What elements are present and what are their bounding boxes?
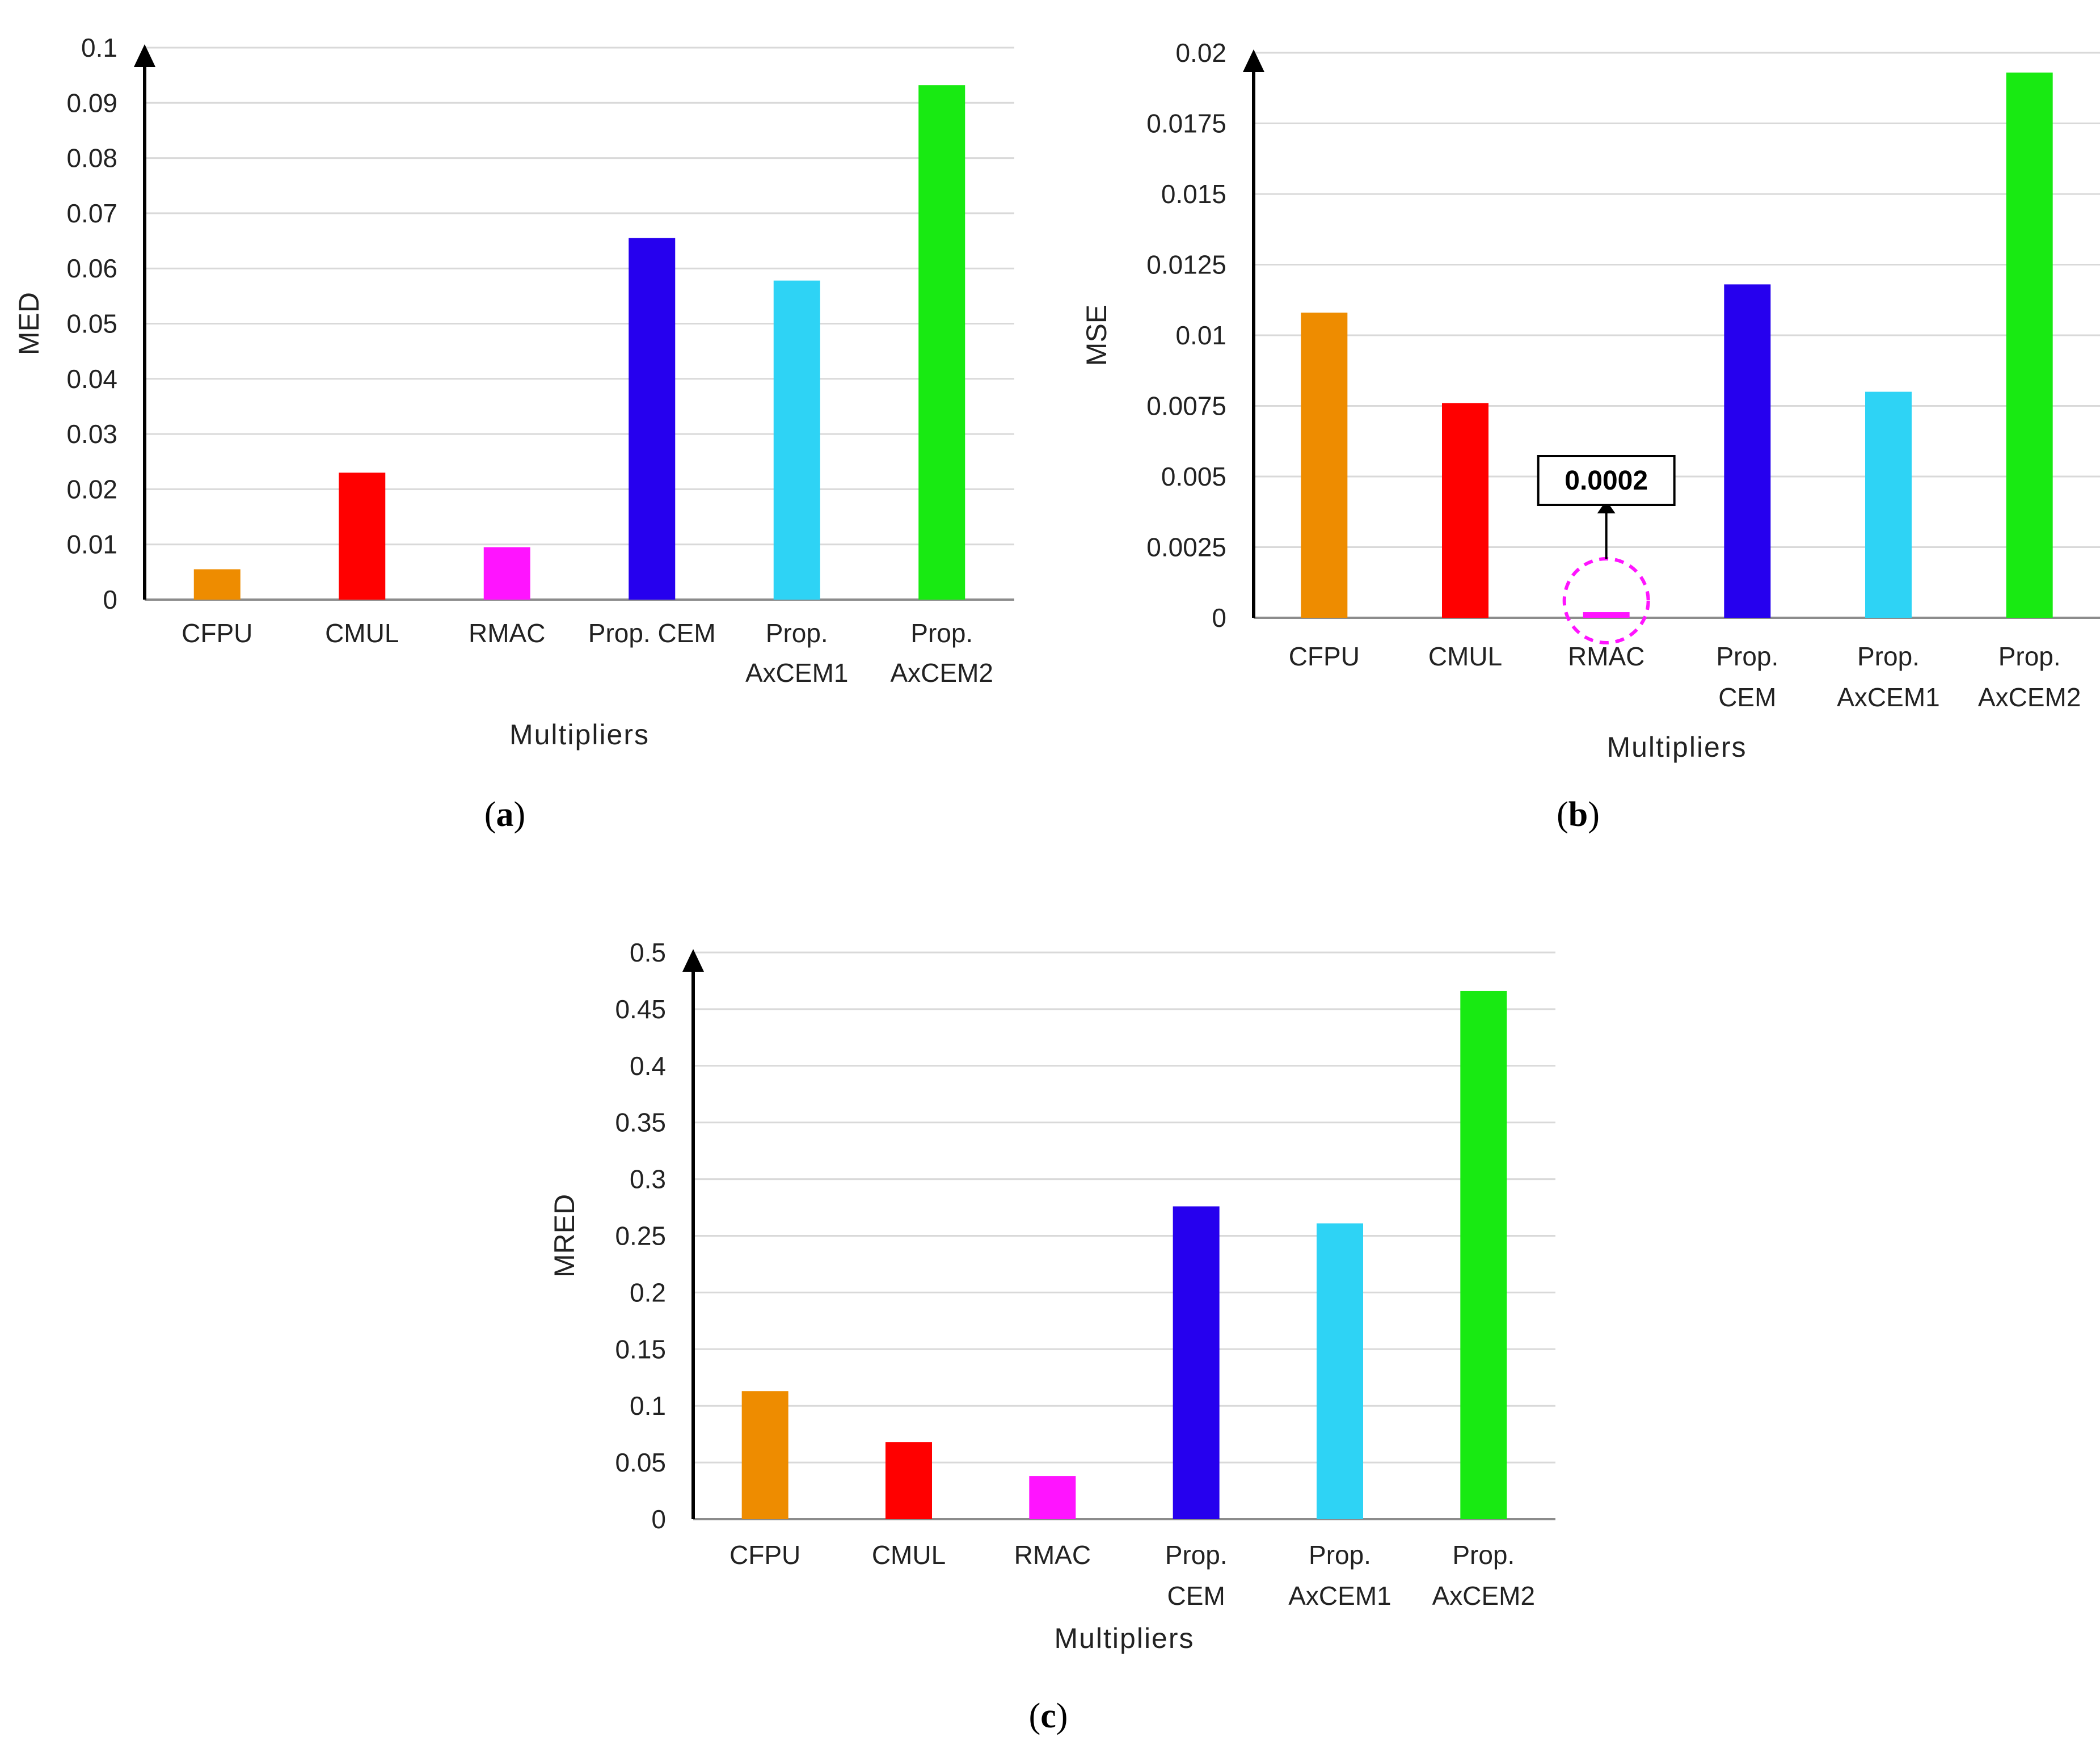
bar: [1301, 313, 1348, 618]
callout-value: 0.0002: [1565, 466, 1648, 496]
y-tick-label: 0.04: [66, 364, 117, 394]
x-tick-label: Prop.: [1716, 642, 1778, 671]
x-tick-label: CMUL: [1428, 642, 1502, 671]
x-axis-title: Multipliers: [1606, 731, 1747, 763]
y-tick-label: 0: [103, 585, 117, 614]
y-tick-label: 0.06: [66, 254, 117, 283]
y-tick-label: 0.0125: [1146, 250, 1226, 280]
y-tick-label: 0.08: [66, 144, 117, 173]
chart-panel-b: 0 0.0025 0.005 0.0075 0.01 0.0125 0.015 0.0175 0…: [1081, 38, 2100, 834]
bar: [193, 569, 241, 600]
y-tick-label: 0.07: [66, 199, 117, 228]
x-tick-label: CEM: [1167, 1581, 1225, 1611]
y-tick-label: 0.4: [630, 1051, 666, 1081]
y-tick-label: 0: [651, 1504, 666, 1534]
x-tick-label: Prop.: [1165, 1540, 1228, 1570]
bar: [339, 473, 386, 600]
x-axis-title: Multipliers: [509, 719, 650, 751]
x-tick-label: Prop.: [1309, 1540, 1371, 1570]
y-tick-label: 0.05: [615, 1448, 666, 1477]
bar: [918, 85, 965, 600]
x-tick-label: AxCEM1: [745, 658, 848, 688]
x-tick-label: Prop.: [910, 618, 973, 648]
y-tick-label: 0.01: [66, 530, 117, 559]
highlight-circle: [1562, 557, 1650, 644]
x-tick-label: AxCEM1: [1288, 1581, 1391, 1611]
y-tick-label: 0.0175: [1146, 109, 1226, 138]
y-axis-title: MED: [13, 292, 45, 355]
x-tick-label: CMUL: [872, 1540, 946, 1570]
y-tick-label: 0.1: [630, 1391, 666, 1420]
y-tick-label: 0.45: [615, 994, 666, 1024]
panel-caption: (b): [1557, 795, 1600, 834]
bar: [1865, 391, 1912, 618]
x-tick-label: CFPU: [729, 1540, 800, 1570]
y-tick-label: 0.02: [66, 474, 117, 504]
x-tick-label: CEM: [1718, 682, 1776, 712]
bar: [1442, 403, 1488, 618]
bar: [1173, 1206, 1220, 1519]
y-tick-label: 0.3: [630, 1165, 666, 1194]
bar: [629, 238, 676, 600]
y-tick-label: 0.25: [615, 1221, 666, 1251]
x-tick-label: CMUL: [325, 618, 399, 648]
x-tick-label: AxCEM1: [1837, 682, 1939, 712]
bar: [885, 1442, 932, 1519]
y-tick-label: 0.5: [630, 938, 666, 967]
x-tick-label: Prop. CEM: [588, 618, 716, 648]
x-tick-label: CFPU: [182, 618, 252, 648]
x-tick-label: Prop.: [1998, 642, 2061, 671]
x-axis-title: Multipliers: [1054, 1622, 1194, 1654]
y-axis-title: MRED: [549, 1194, 580, 1278]
chart-panel-a: 0 0.01 0.02 0.03 0.04 0.05 0.06 0.07 0.08 0.09 0.1…: [13, 33, 1014, 834]
bar: [773, 280, 820, 600]
x-tick-label: RMAC: [469, 618, 545, 648]
x-tick-label: Prop.: [1452, 1540, 1515, 1570]
y-axis-title: MSE: [1081, 305, 1112, 366]
bar: [1583, 612, 1630, 618]
x-tick-label: Prop.: [766, 618, 828, 648]
y-tick-label: 0.09: [66, 88, 117, 117]
bar: [1724, 284, 1771, 618]
chart-panel-c: 0 0.05 0.1 0.15 0.2 0.25 0.3 0.35 0.4 0.45 0.5 CFPU…: [549, 938, 1555, 1735]
x-tick-label: CFPU: [1289, 642, 1360, 671]
x-tick-label: Prop.: [1857, 642, 1920, 671]
bar: [741, 1391, 788, 1519]
x-tick-label: AxCEM2: [1978, 682, 2081, 712]
y-tick-label: 0.35: [615, 1108, 666, 1137]
y-tick-label: 0.01: [1175, 321, 1226, 350]
y-tick-label: 0.2: [630, 1278, 666, 1307]
y-tick-label: 0.03: [66, 419, 117, 449]
bar: [1317, 1223, 1363, 1519]
bar: [1460, 990, 1507, 1519]
panel-caption: (a): [484, 795, 525, 834]
y-tick-label: 0.1: [81, 33, 117, 62]
x-tick-label: AxCEM2: [1432, 1581, 1535, 1611]
y-tick-label: 0.005: [1161, 462, 1226, 491]
x-tick-label: RMAC: [1568, 642, 1644, 671]
bar: [1029, 1476, 1076, 1519]
y-tick-label: 0: [1212, 603, 1226, 633]
callout-arrowhead: [1597, 500, 1616, 513]
y-tick-label: 0.05: [66, 309, 117, 339]
y-tick-label: 0.0025: [1146, 533, 1226, 562]
y-axis-arrowhead: [1243, 49, 1264, 72]
y-axis-arrowhead: [134, 44, 155, 67]
y-tick-label: 0.015: [1161, 179, 1226, 209]
y-tick-label: 0.02: [1175, 38, 1226, 68]
bar: [483, 547, 530, 600]
y-tick-label: 0.15: [615, 1334, 666, 1364]
y-axis-arrowhead: [682, 949, 704, 972]
x-tick-label: AxCEM2: [891, 658, 993, 688]
x-tick-label: RMAC: [1014, 1540, 1091, 1570]
bar: [2006, 72, 2053, 618]
panel-caption: (c): [1029, 1697, 1068, 1735]
callout-box: [1537, 455, 1676, 506]
y-tick-label: 0.0075: [1146, 391, 1226, 421]
